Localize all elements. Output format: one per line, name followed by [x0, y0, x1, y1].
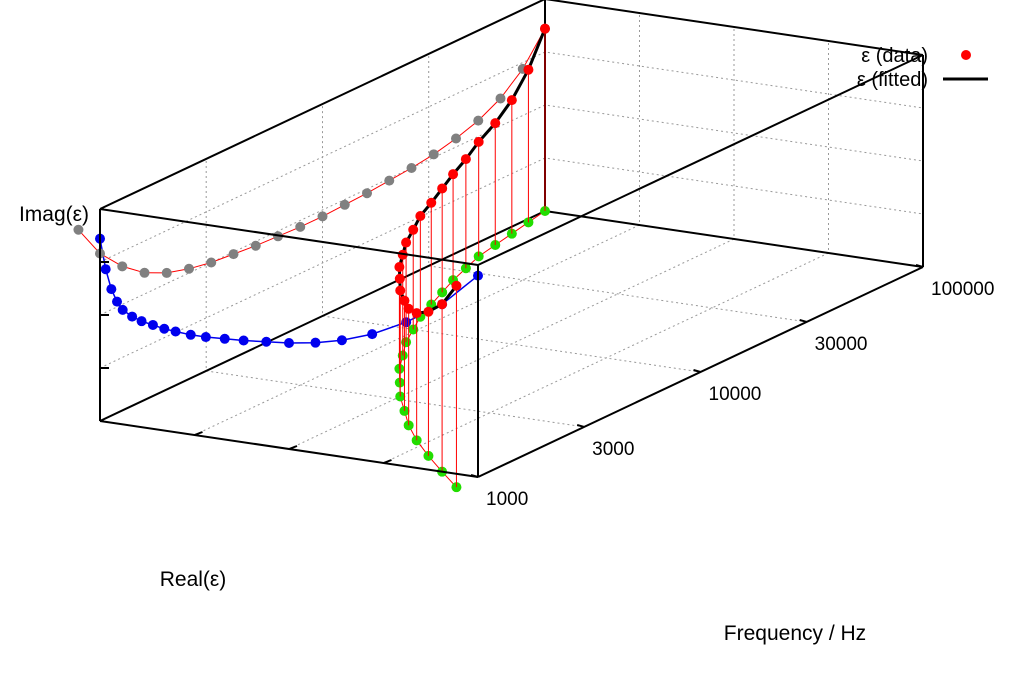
projection-freq-imag-point: [317, 211, 328, 222]
tick-layer: 1000 3000 10000 30000 100000: [100, 261, 994, 510]
data-point: [403, 303, 414, 314]
x-tick: [799, 318, 807, 323]
projection-freq-imag-point: [406, 162, 417, 173]
data-point: [394, 262, 405, 273]
grid-line-real: [383, 41, 829, 464]
x-tick: [915, 264, 924, 268]
projection-freq-imag-point: [428, 149, 439, 160]
x-tick: [693, 369, 701, 373]
projection-real-imag-point: [159, 323, 170, 334]
projection-freq-imag-point: [206, 257, 217, 268]
x-axis-label: Frequency / Hz: [724, 622, 866, 645]
projection-real-imag-point: [106, 284, 117, 295]
x-tick-label: 3000: [592, 439, 634, 460]
projection-real-imag-point: [100, 264, 111, 275]
x-tick-label: 100000: [931, 279, 994, 300]
y-tick: [194, 431, 203, 436]
data-point: [411, 308, 422, 319]
box-edge: [477, 54, 924, 266]
y-tick: [288, 445, 298, 450]
projection-real-imag-line: [99, 238, 479, 344]
box-edge: [544, 0, 924, 56]
box-edge: [99, 0, 546, 210]
x-tick: [576, 423, 585, 428]
box-edge: [99, 210, 546, 422]
data-point: [426, 197, 437, 208]
data-point: [401, 237, 412, 248]
projection-freq-imag-point: [73, 224, 84, 235]
projection-real-imag-point: [170, 326, 181, 337]
projection-freq-imag-point: [228, 249, 239, 260]
projection-freq-imag-point: [184, 263, 195, 274]
projection-freq-imag-point: [384, 175, 395, 186]
projection-real-imag-point: [147, 319, 158, 330]
projection-real-imag-point: [127, 311, 138, 322]
projection-freq-imag-point: [495, 93, 506, 104]
projection-real-imag-point: [112, 296, 123, 307]
x-tick-label: 1000: [486, 489, 528, 510]
y-tick: [383, 459, 392, 464]
data-layer: [394, 23, 550, 319]
data-point: [437, 299, 448, 310]
projection-freq-imag-point: [250, 240, 261, 251]
grid-layer: [99, 0, 924, 478]
data-point: [394, 273, 405, 284]
y-axis-label: Real(ε): [160, 568, 227, 591]
data-point: [448, 169, 459, 180]
projection-real-imag-point: [200, 332, 211, 343]
x-tick: [470, 474, 479, 478]
grid-line-imag: [99, 104, 924, 316]
projection-real-imag-point: [219, 333, 230, 344]
projection-real-imag-point: [367, 329, 378, 340]
projection-freq-imag-line: [78, 28, 546, 274]
data-point: [451, 280, 462, 291]
projection-freq-real-line: [398, 210, 546, 488]
projection-real-imag-point: [117, 304, 128, 315]
grid-line-imag: [99, 157, 924, 369]
box-edge: [544, 210, 924, 268]
projection-real-imag-point: [136, 316, 147, 327]
data-point: [395, 285, 406, 296]
grid-line-imag: [99, 51, 924, 263]
legend: ε (data) ε (fitted): [857, 45, 988, 91]
z-axis-label: Imag(ε): [19, 203, 89, 226]
projection-real-imag-point: [284, 338, 294, 348]
legend-label-fitted: ε (fitted): [857, 69, 928, 91]
projection-freq-imag-point: [339, 199, 350, 210]
x-tick-label: 10000: [709, 384, 762, 405]
data-point: [415, 211, 426, 222]
projection-freq-imag-point: [362, 188, 373, 199]
projection-freq-imag-point: [451, 133, 462, 144]
x-tick-label: 30000: [815, 334, 868, 355]
data-point: [540, 23, 550, 34]
box-edge: [99, 208, 479, 266]
projection-freq-imag-point: [139, 267, 150, 278]
projection-real-imag-point: [261, 336, 272, 347]
projection-freq-imag-point: [295, 221, 306, 232]
projection-real-imag-point: [238, 335, 249, 346]
data-point: [423, 306, 434, 317]
grid-line-freq: [205, 158, 585, 428]
legend-label-data: ε (data): [861, 45, 928, 67]
grid-line-freq: [428, 53, 807, 323]
projection-freq-imag-point: [473, 115, 484, 126]
data-point: [523, 64, 534, 75]
legend-marker-data: [961, 50, 971, 60]
projection-freq-imag-point: [117, 261, 128, 272]
impulse-layer: [398, 28, 546, 488]
data-point: [490, 118, 501, 129]
data-point: [506, 95, 517, 106]
data-point: [408, 224, 419, 235]
data-point: [399, 295, 410, 306]
data-point: [473, 136, 484, 147]
projection-real-imag-point: [310, 337, 321, 348]
projection-freq-imag-point: [161, 267, 172, 278]
projection-real-imag-point: [336, 335, 347, 346]
projection-real-imag-point: [185, 329, 196, 340]
data-point: [460, 154, 471, 165]
data-point: [437, 183, 448, 194]
